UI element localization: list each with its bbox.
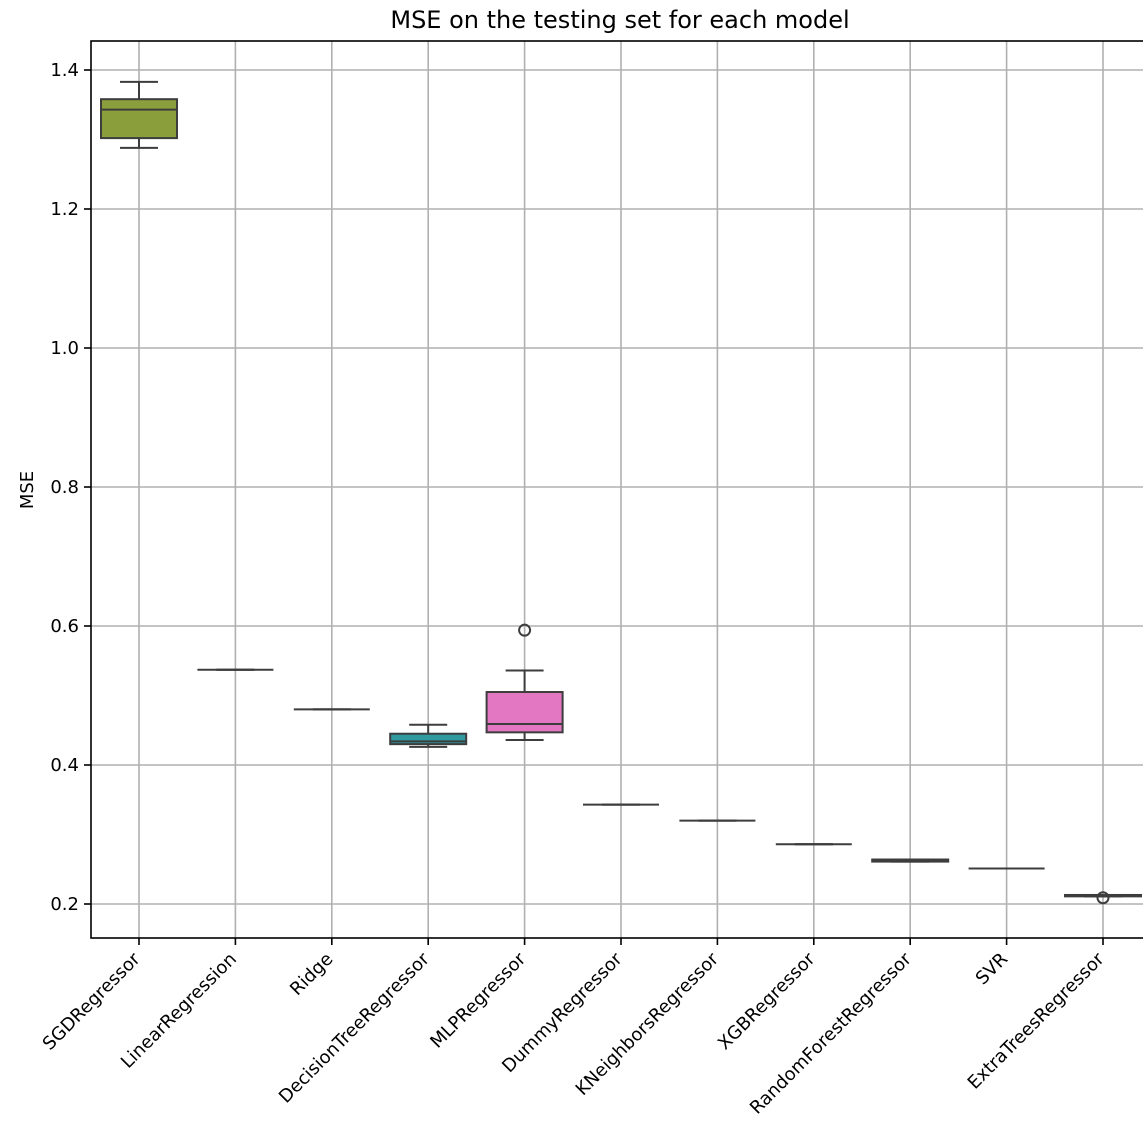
x-tick-label: MLPRegressor xyxy=(426,948,530,1052)
x-tick-label: RandomForestRegressor xyxy=(746,948,916,1118)
y-tick-label: 0.8 xyxy=(50,477,79,498)
grid-layer xyxy=(91,41,1143,938)
outlier-point xyxy=(1096,891,1110,905)
box-DecisionTreeRegressor xyxy=(389,723,468,748)
x-tick-label: XGBRegressor xyxy=(714,948,820,1054)
x-tick-label: Ridge xyxy=(286,949,337,1000)
y-tick-label: 1.0 xyxy=(50,338,79,359)
box-body xyxy=(389,732,468,746)
y-tick-label: 0.4 xyxy=(50,755,79,776)
box-RandomForestRegressor xyxy=(871,858,950,863)
box-MLPRegressor xyxy=(485,623,564,741)
box-layer xyxy=(100,80,1142,905)
y-tick-label: 0.6 xyxy=(50,616,79,637)
plot-frame xyxy=(90,40,1143,939)
x-tick-label: SGDRegressor xyxy=(39,948,145,1054)
outlier-point xyxy=(518,623,532,637)
box-ExtraTreesRegressor xyxy=(1064,891,1142,905)
y-tick-label: 0.2 xyxy=(50,894,79,915)
axis-layer: 0.20.40.60.81.01.21.4SGDRegressorLinearR… xyxy=(39,60,1109,1119)
y-tick-label: 1.2 xyxy=(50,199,79,220)
y-tick-label: 1.4 xyxy=(50,60,79,81)
box-body xyxy=(485,691,564,734)
x-tick-label: SVR xyxy=(972,949,1012,989)
box-SGDRegressor xyxy=(100,80,178,149)
y-axis-label: MSE xyxy=(17,471,38,509)
box-body xyxy=(100,98,178,140)
chart-title: MSE on the testing set for each model xyxy=(390,6,849,34)
